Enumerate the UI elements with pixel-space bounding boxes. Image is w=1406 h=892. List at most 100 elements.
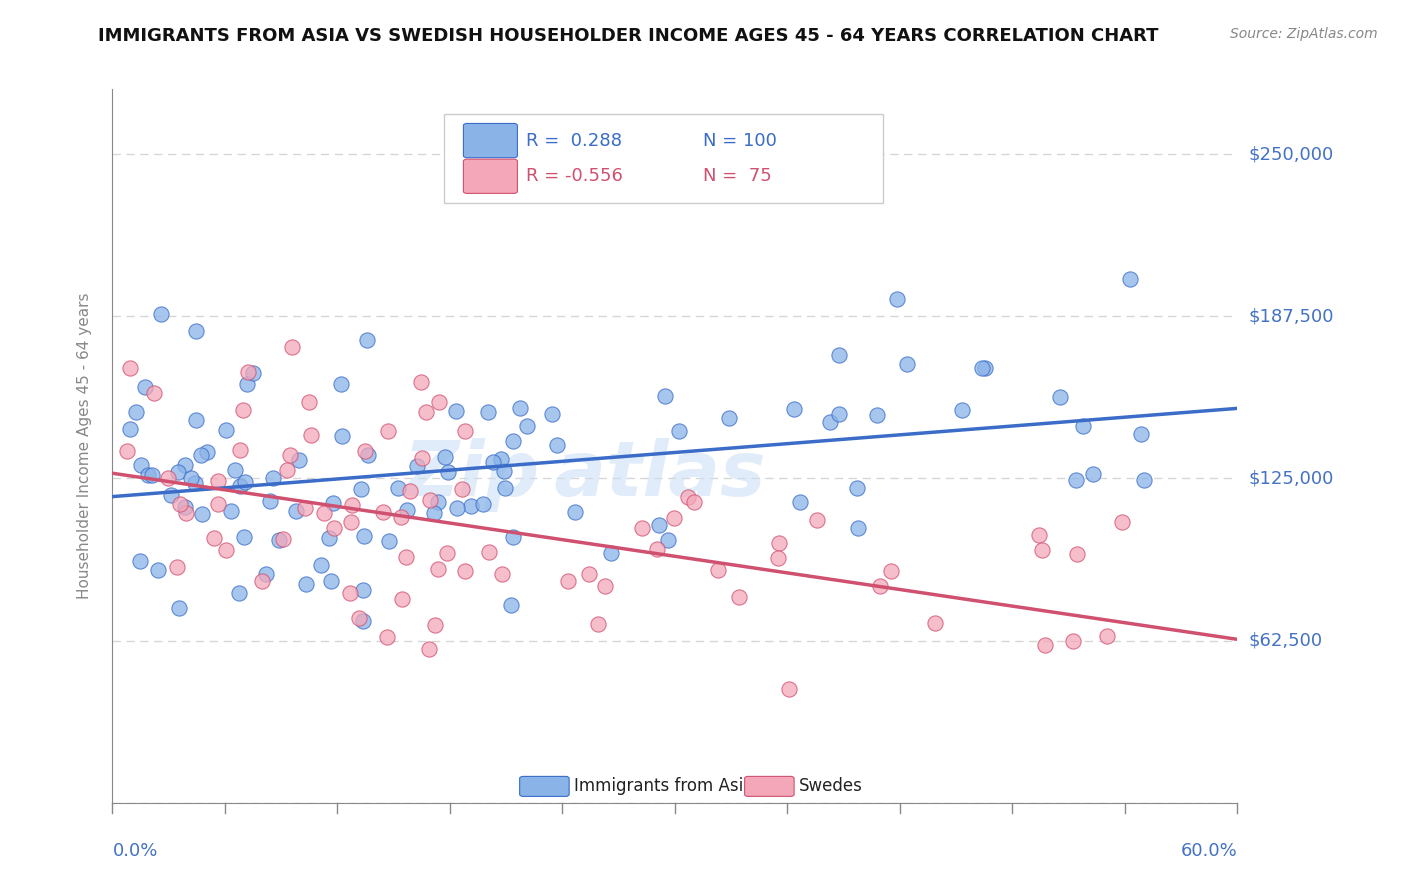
Point [207,474,229,488]
Point [378,533,401,548]
Point [377,630,399,644]
Point [460,499,482,513]
FancyBboxPatch shape [444,114,883,203]
Point [166,559,188,574]
Text: IMMIGRANTS FROM ASIA VS SWEDISH HOUSEHOLDER INCOME AGES 45 - 64 YEARS CORRELATIO: IMMIGRANTS FROM ASIA VS SWEDISH HOUSEHOL… [98,27,1159,45]
Point [828,408,851,422]
Point [478,545,501,559]
Point [516,419,538,434]
Point [454,424,477,438]
Point [356,333,378,347]
Point [1111,515,1133,529]
Point [329,376,352,391]
FancyBboxPatch shape [745,776,794,797]
Point [207,497,229,511]
Text: 0.0%: 0.0% [112,842,157,860]
Point [156,470,179,484]
Point [471,497,494,511]
Point [395,549,418,564]
Point [294,577,316,591]
Point [318,531,340,545]
Point [259,494,281,508]
Point [419,492,441,507]
Point [1119,272,1142,286]
Point [311,558,333,573]
Point [491,567,513,582]
Point [599,546,621,560]
Point [387,481,409,495]
Point [880,564,903,578]
Point [339,515,361,529]
Point [778,682,800,697]
Point [1066,547,1088,561]
Point [418,642,440,657]
Point [202,531,225,545]
Point [896,357,918,371]
Point [238,365,260,379]
Point [818,415,841,429]
Point [141,467,163,482]
Point [224,463,246,477]
Point [228,479,250,493]
Point [252,574,274,589]
FancyBboxPatch shape [464,159,517,194]
Point [415,405,437,419]
Point [950,402,973,417]
Point [846,481,869,495]
Point [134,379,156,393]
Point [494,481,516,495]
Point [322,520,344,534]
Point [682,495,704,509]
Point [411,375,433,389]
Point [284,504,307,518]
Point [886,293,908,307]
Y-axis label: Householder Income Ages 45 - 64 years: Householder Income Ages 45 - 64 years [77,293,91,599]
Point [1028,527,1050,541]
Text: Immigrants from Asia: Immigrants from Asia [574,778,754,796]
Point [377,424,399,438]
Point [321,574,343,589]
Point [502,434,524,449]
Point [1097,629,1119,643]
Point [169,497,191,511]
Point [354,444,377,458]
Point [118,361,141,376]
Text: Zip atlas: Zip atlas [404,438,766,511]
Point [352,582,374,597]
Text: $250,000: $250,000 [1249,145,1334,163]
Point [254,567,277,582]
Text: R =  0.288: R = 0.288 [526,132,623,150]
Text: $62,500: $62,500 [1249,632,1323,649]
Text: Swedes: Swedes [799,778,862,796]
Text: 60.0%: 60.0% [1181,842,1237,860]
Point [339,585,361,599]
Point [330,429,353,443]
Point [391,592,413,607]
Point [648,517,671,532]
Point [924,616,946,631]
Point [1062,634,1084,648]
Point [717,411,740,425]
Point [273,533,295,547]
Point [215,423,238,437]
Point [357,448,380,462]
Point [1033,638,1056,652]
Point [125,405,148,419]
Point [768,536,790,550]
Point [1133,473,1156,487]
Point [146,563,169,577]
Point [502,530,524,544]
Point [427,395,450,409]
Point [186,324,208,338]
Point [129,458,152,472]
Point [349,482,371,496]
Point [427,562,450,576]
Point [678,490,700,504]
Point [406,458,429,473]
Point [312,506,335,520]
Point [232,403,254,417]
Point [342,498,364,512]
Point [972,361,994,376]
Point [427,494,450,508]
Point [298,395,321,409]
